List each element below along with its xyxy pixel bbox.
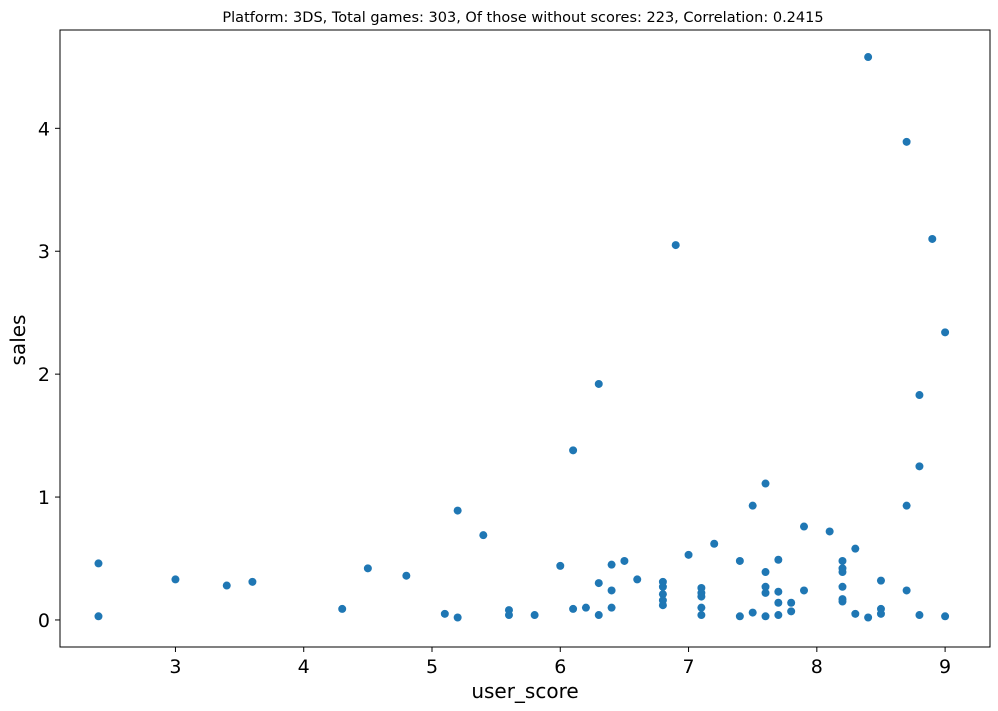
x-tick-label: 7 <box>683 656 695 678</box>
data-point <box>697 592 706 601</box>
data-point <box>825 527 834 536</box>
data-point <box>607 603 616 612</box>
data-point <box>453 613 462 622</box>
data-point <box>928 234 937 243</box>
data-point <box>851 544 860 553</box>
points-layer <box>94 53 950 622</box>
data-point <box>171 575 180 584</box>
y-tick-label: 4 <box>38 118 50 140</box>
data-point <box>774 555 783 564</box>
data-point <box>684 550 693 559</box>
data-point <box>710 539 719 548</box>
data-point <box>838 597 847 606</box>
data-point <box>581 603 590 612</box>
data-point <box>838 556 847 565</box>
data-point <box>864 53 873 62</box>
y-axis-ticks: 0 1 2 3 4 <box>38 118 60 632</box>
data-point <box>530 611 539 620</box>
data-point <box>915 391 924 400</box>
data-point <box>800 522 808 531</box>
data-point <box>479 531 488 540</box>
data-point <box>761 612 770 621</box>
plot-frame <box>59 29 991 648</box>
data-point <box>658 582 667 591</box>
data-point <box>774 598 783 607</box>
x-tick-label: 8 <box>811 656 823 678</box>
data-point <box>453 506 462 515</box>
data-point <box>735 612 744 621</box>
y-axis-title: sales <box>6 315 30 366</box>
data-point <box>902 586 911 595</box>
data-point <box>941 328 950 337</box>
data-point <box>620 556 629 565</box>
data-point <box>787 598 796 607</box>
data-point <box>658 590 667 599</box>
data-point <box>735 556 744 565</box>
x-tick-label: 9 <box>939 656 951 678</box>
data-point <box>761 479 770 488</box>
y-tick-label: 1 <box>38 487 50 509</box>
data-point <box>902 137 911 146</box>
data-point <box>876 609 885 618</box>
x-axis-title: user_score <box>471 679 578 703</box>
data-point <box>748 608 757 617</box>
data-point <box>851 609 860 618</box>
data-point <box>800 586 808 595</box>
data-point <box>774 611 783 620</box>
data-point <box>594 611 603 620</box>
data-point <box>569 446 578 455</box>
data-point <box>915 462 924 471</box>
data-point <box>504 611 513 620</box>
data-point <box>761 582 770 591</box>
data-point <box>902 501 911 510</box>
data-point <box>338 604 347 613</box>
data-point <box>761 568 770 577</box>
data-point <box>363 564 372 573</box>
data-point <box>248 577 257 586</box>
y-tick-label: 2 <box>38 364 50 386</box>
x-tick-label: 5 <box>426 656 438 678</box>
data-point <box>787 607 796 616</box>
data-point <box>876 576 885 585</box>
data-point <box>748 501 757 510</box>
x-tick-label: 3 <box>169 656 181 678</box>
data-point <box>761 588 770 597</box>
data-point <box>697 611 706 620</box>
data-point <box>607 586 616 595</box>
data-point <box>633 575 642 584</box>
data-point <box>915 611 924 620</box>
x-tick-label: 6 <box>554 656 566 678</box>
data-point <box>94 612 103 621</box>
data-point <box>774 587 783 596</box>
data-point <box>697 603 706 612</box>
y-tick-label: 0 <box>38 610 50 632</box>
data-point <box>838 568 847 577</box>
data-point <box>607 560 616 569</box>
data-point <box>556 561 565 570</box>
data-point <box>941 612 950 621</box>
data-point <box>222 581 231 590</box>
data-point <box>440 609 449 618</box>
data-point <box>402 571 411 580</box>
data-point <box>569 604 578 613</box>
data-point <box>864 613 873 622</box>
data-point <box>594 579 603 588</box>
x-axis-ticks: 3 4 5 6 7 8 9 <box>169 647 951 678</box>
data-point <box>838 582 847 591</box>
chart-title: Platform: 3DS, Total games: 303, Of thos… <box>222 10 823 26</box>
data-point <box>94 559 103 568</box>
data-point <box>658 601 667 610</box>
y-tick-label: 3 <box>38 241 50 263</box>
x-tick-label: 4 <box>298 656 310 678</box>
data-point <box>671 241 680 250</box>
data-point <box>594 379 603 388</box>
